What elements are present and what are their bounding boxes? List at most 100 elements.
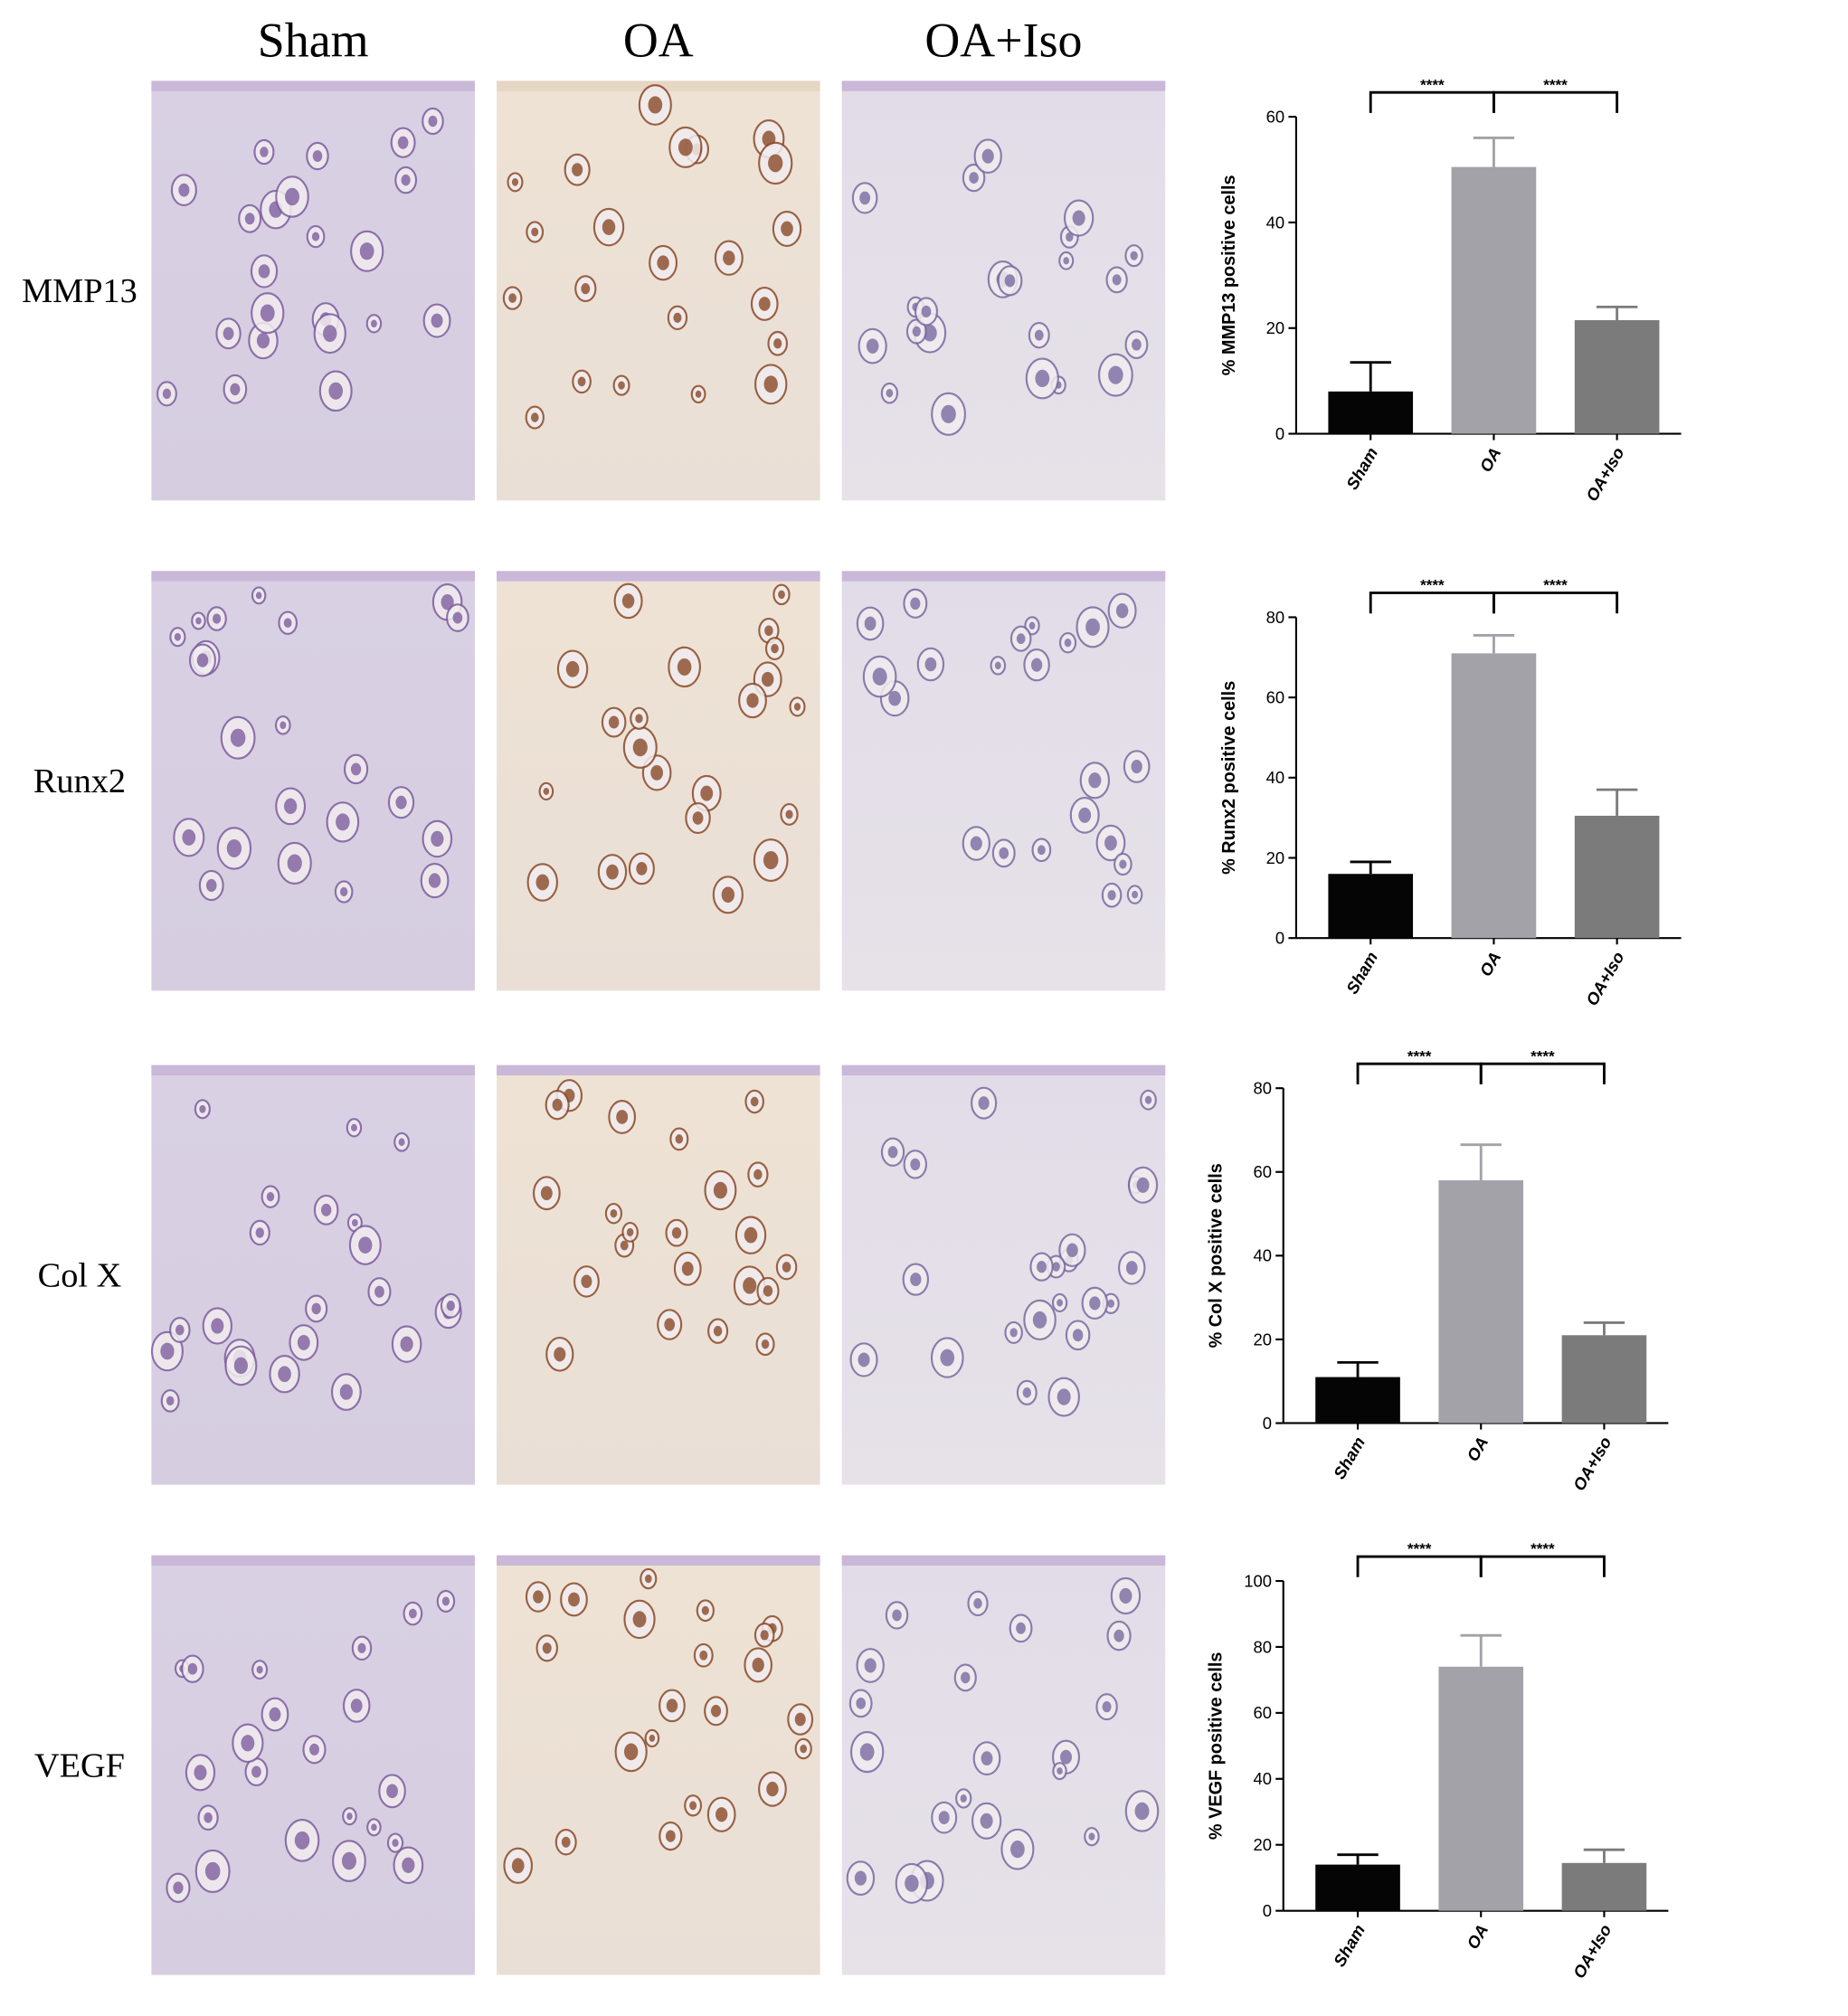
nucleus — [320, 1203, 332, 1216]
nucleus — [1066, 232, 1074, 242]
nucleus — [858, 1352, 870, 1368]
nucleus — [255, 592, 262, 600]
nucleus — [565, 660, 580, 677]
nucleus — [1066, 1243, 1078, 1258]
row-label: Runx2 — [33, 762, 126, 800]
nucleus — [1010, 1841, 1025, 1859]
x-tick-label: OA+Iso — [1569, 1921, 1616, 1982]
nucleus — [761, 1339, 770, 1349]
nucleus — [187, 1662, 198, 1675]
nucleus — [1085, 618, 1100, 636]
nucleus — [981, 148, 994, 164]
nucleus — [940, 1349, 955, 1367]
nucleus — [701, 1605, 709, 1615]
nucleus — [386, 1784, 398, 1799]
nucleus — [554, 1347, 566, 1362]
nucleus — [280, 721, 287, 730]
x-tick-label: OA+Iso — [1569, 1434, 1616, 1494]
y-tick-label: 60 — [1253, 1703, 1272, 1722]
nucleus — [859, 191, 871, 205]
nucleus — [969, 172, 979, 185]
nucleus — [887, 1146, 898, 1159]
nucleus — [610, 1209, 618, 1218]
nucleus — [681, 1261, 694, 1276]
y-tick-label: 0 — [1263, 1414, 1272, 1433]
nucleus — [1132, 338, 1142, 351]
nucleus — [446, 1301, 455, 1311]
significance-bracket — [1369, 90, 1495, 113]
bar — [1328, 874, 1414, 939]
nucleus — [311, 232, 320, 241]
nucleus — [256, 333, 270, 349]
significance-bracket — [1356, 1555, 1483, 1577]
y-tick-label: 80 — [1253, 1079, 1272, 1098]
nucleus — [994, 661, 1001, 670]
nucleus — [223, 327, 234, 340]
nucleus — [689, 1801, 697, 1811]
nucleus — [431, 830, 444, 847]
micrograph — [151, 571, 475, 991]
nucleus — [408, 1608, 417, 1619]
nucleus — [233, 1357, 249, 1375]
nucleus — [1132, 890, 1139, 899]
nucleus — [297, 1334, 310, 1350]
nucleus — [428, 115, 438, 128]
nucleus — [258, 264, 270, 279]
nucleus — [981, 1751, 993, 1765]
nucleus — [793, 703, 801, 711]
cartilage-surface — [841, 1555, 1166, 1566]
nucleus — [535, 874, 550, 891]
significance-label: **** — [1407, 1047, 1432, 1065]
nucleus — [978, 1096, 990, 1111]
nucleus — [621, 593, 635, 609]
nucleus — [1030, 658, 1043, 672]
nucleus — [692, 811, 704, 825]
nucleus — [1035, 369, 1050, 388]
x-tick-label: Sham — [1330, 1921, 1369, 1970]
nucleus — [602, 219, 616, 235]
nucleus — [336, 813, 350, 831]
nucleus — [1004, 274, 1016, 288]
significance-bracket — [1369, 592, 1495, 614]
nucleus — [723, 251, 735, 266]
nucleus — [675, 1134, 684, 1144]
nucleus — [800, 1744, 808, 1754]
nucleus — [175, 1324, 185, 1336]
nucleus — [1125, 1261, 1138, 1275]
nucleus — [543, 787, 550, 795]
nucleus — [744, 1226, 758, 1244]
nucleus — [204, 1812, 213, 1823]
nucleus — [1032, 1311, 1047, 1329]
nucleus — [178, 183, 190, 197]
micrograph — [841, 571, 1166, 991]
significance-label: **** — [1543, 76, 1568, 93]
cartilage-surface — [497, 1555, 820, 1566]
cartilage-surface — [841, 571, 1166, 582]
nucleus — [266, 1191, 275, 1202]
nucleus — [204, 1861, 221, 1881]
nucleus — [1037, 1260, 1047, 1273]
significance-bracket — [1479, 1555, 1606, 1577]
x-tick-label: OA — [1475, 444, 1504, 475]
nucleus — [636, 861, 648, 875]
nucleus — [1064, 639, 1072, 648]
nucleus — [632, 1611, 647, 1628]
y-tick-label: 0 — [1275, 929, 1284, 948]
nucleus — [781, 221, 793, 237]
y-axis-label: % VEGF positive cells — [1207, 1652, 1227, 1841]
nucleus — [374, 1285, 384, 1298]
bar — [1438, 1180, 1524, 1424]
nucleus — [255, 1227, 264, 1238]
nucleus — [542, 1642, 552, 1654]
nucleus — [312, 150, 323, 162]
nucleus — [1115, 603, 1129, 619]
nucleus — [616, 1110, 629, 1124]
y-tick-label: 20 — [1253, 1835, 1272, 1854]
micrographs — [150, 80, 1166, 1975]
nucleus — [632, 738, 648, 757]
nucleus — [226, 838, 242, 857]
nucleus — [194, 1765, 207, 1781]
nucleus — [309, 1743, 319, 1756]
nucleus — [713, 1325, 723, 1337]
